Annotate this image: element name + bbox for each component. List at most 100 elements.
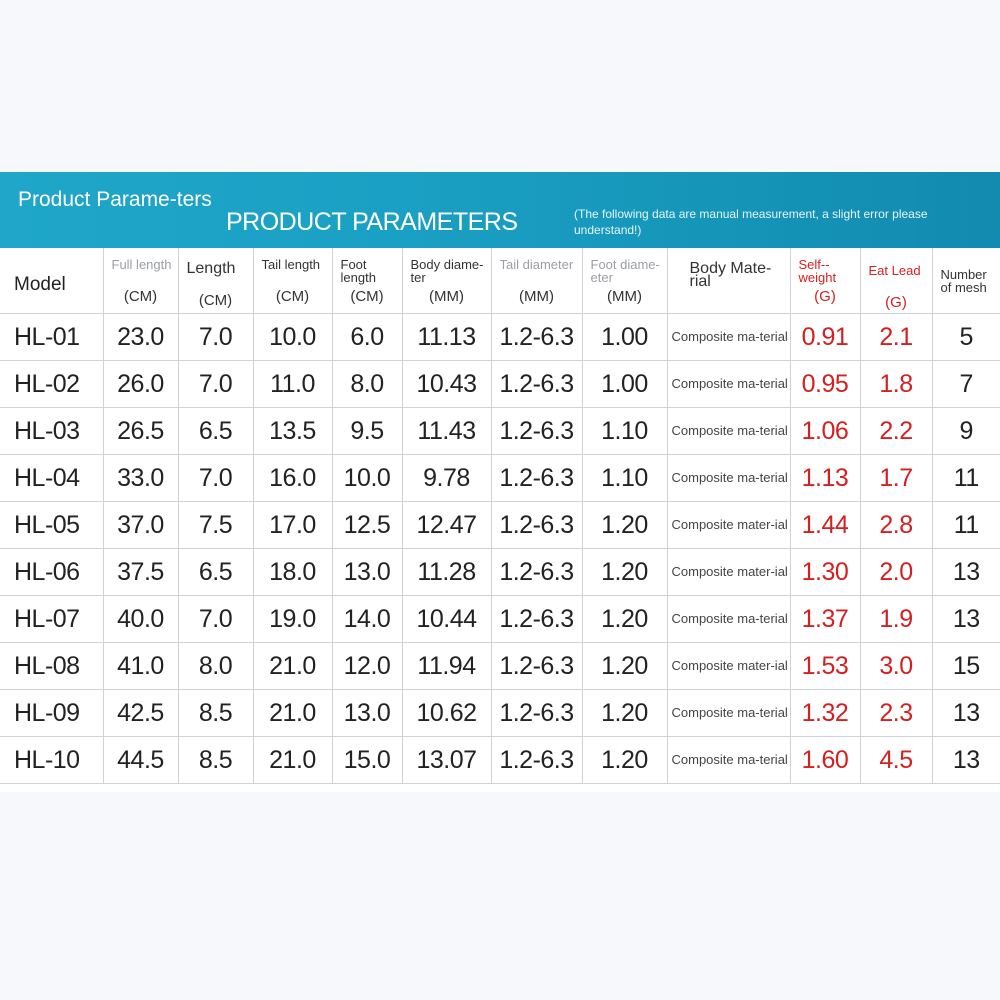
cell-foot: 13.0 (332, 548, 403, 596)
cell-body-d: 10.43 (402, 360, 492, 408)
cell-tail: 11.0 (253, 360, 333, 408)
cell-tail: 21.0 (253, 642, 333, 690)
cell-model: HL-04 (0, 454, 104, 502)
cell-weight: 1.06 (790, 407, 861, 455)
cell-foot-d: 1.10 (582, 407, 668, 455)
cell-foot-d: 1.20 (582, 501, 668, 549)
cell-tail-d: 1.2-6.3 (491, 407, 583, 455)
cell-weight: 0.95 (790, 360, 861, 408)
cell-length: 7.0 (178, 360, 254, 408)
cell-material: Composite ma-terial (667, 689, 791, 737)
header-tail-length: Tail length (CM) (253, 248, 333, 314)
cell-length: 7.0 (178, 313, 254, 361)
table-row: HL-03 26.5 6.5 13.5 9.5 11.43 1.2-6.3 1.10 Compo… (0, 407, 1000, 455)
cell-model: HL-08 (0, 642, 104, 690)
cell-mesh: 13 (932, 595, 1000, 643)
cell-foot-d: 1.20 (582, 595, 668, 643)
cell-foot: 6.0 (332, 313, 403, 361)
table-row: HL-05 37.0 7.5 17.0 12.5 12.47 1.2-6.3 1.20 Comp… (0, 501, 1000, 549)
cell-weight: 1.44 (790, 501, 861, 549)
header-length: Length (CM) (178, 248, 254, 314)
cell-weight: 1.37 (790, 595, 861, 643)
cell-body-d: 10.44 (402, 595, 492, 643)
cell-foot: 12.0 (332, 642, 403, 690)
banner-note: (The following data are manual measureme… (574, 207, 928, 237)
cell-body-d: 10.62 (402, 689, 492, 737)
cell-foot: 13.0 (332, 689, 403, 737)
cell-material: Composite mater-ial (667, 642, 791, 690)
cell-foot-d: 1.20 (582, 736, 668, 784)
cell-length: 7.5 (178, 501, 254, 549)
cell-weight: 1.60 (790, 736, 861, 784)
cell-material: Composite ma-terial (667, 454, 791, 502)
header-full-length: Full length (CM) (103, 248, 179, 314)
cell-model: HL-06 (0, 548, 104, 596)
cell-model: HL-10 (0, 736, 104, 784)
cell-foot-d: 1.10 (582, 454, 668, 502)
cell-tail: 16.0 (253, 454, 333, 502)
cell-material: Composite ma-terial (667, 595, 791, 643)
cell-mesh: 11 (932, 454, 1000, 502)
cell-foot-d: 1.00 (582, 313, 668, 361)
cell-full: 41.0 (103, 642, 179, 690)
header-self-weight: Self--weight (G) (790, 248, 861, 314)
cell-model: HL-07 (0, 595, 104, 643)
cell-foot-d: 1.20 (582, 548, 668, 596)
cell-model: HL-03 (0, 407, 104, 455)
cell-lead: 1.9 (860, 595, 933, 643)
cell-model: HL-02 (0, 360, 104, 408)
cell-body-d: 11.28 (402, 548, 492, 596)
cell-body-d: 11.94 (402, 642, 492, 690)
cell-mesh: 11 (932, 501, 1000, 549)
header-eat-lead: Eat Lead (G) (860, 248, 933, 314)
cell-full: 42.5 (103, 689, 179, 737)
cell-weight: 1.53 (790, 642, 861, 690)
cell-weight: 1.32 (790, 689, 861, 737)
cell-lead: 1.8 (860, 360, 933, 408)
cell-weight: 1.30 (790, 548, 861, 596)
cell-mesh: 15 (932, 642, 1000, 690)
cell-full: 33.0 (103, 454, 179, 502)
cell-body-d: 12.47 (402, 501, 492, 549)
cell-mesh: 5 (932, 313, 1000, 361)
header-banner: Product Parame-ters PRODUCT PARAMETERS (… (0, 172, 1000, 248)
cell-length: 6.5 (178, 407, 254, 455)
cell-tail-d: 1.2-6.3 (491, 501, 583, 549)
cell-mesh: 13 (932, 736, 1000, 784)
table-row: HL-02 26.0 7.0 11.0 8.0 10.43 1.2-6.3 1.00 Compo… (0, 360, 1000, 408)
header-foot-length: Foot length (CM) (332, 248, 403, 314)
table-row: HL-07 40.0 7.0 19.0 14.0 10.44 1.2-6.3 1.20 Comp… (0, 595, 1000, 643)
header-body-diameter: Body diame-ter (MM) (402, 248, 492, 314)
table-row: HL-01 23.0 7.0 10.0 6.0 11.13 1.2-6.3 1.00 Compo… (0, 313, 1000, 361)
cell-tail-d: 1.2-6.3 (491, 360, 583, 408)
cell-tail-d: 1.2-6.3 (491, 313, 583, 361)
cell-tail: 19.0 (253, 595, 333, 643)
cell-material: Composite mater-ial (667, 548, 791, 596)
banner-left-title: Product Parame-ters (18, 188, 212, 211)
cell-foot: 12.5 (332, 501, 403, 549)
cell-full: 23.0 (103, 313, 179, 361)
cell-tail: 10.0 (253, 313, 333, 361)
cell-tail: 18.0 (253, 548, 333, 596)
cell-mesh: 7 (932, 360, 1000, 408)
header-tail-diameter: Tail diameter (MM) (491, 248, 583, 314)
cell-length: 6.5 (178, 548, 254, 596)
cell-tail: 17.0 (253, 501, 333, 549)
cell-full: 40.0 (103, 595, 179, 643)
cell-material: Composite ma-terial (667, 407, 791, 455)
cell-lead: 2.0 (860, 548, 933, 596)
cell-model: HL-09 (0, 689, 104, 737)
cell-tail-d: 1.2-6.3 (491, 595, 583, 643)
table-row: HL-10 44.5 8.5 21.0 15.0 13.07 1.2-6.3 1.20 Comp… (0, 736, 1000, 784)
cell-tail-d: 1.2-6.3 (491, 736, 583, 784)
cell-length: 7.0 (178, 595, 254, 643)
cell-material: Composite ma-terial (667, 736, 791, 784)
cell-lead: 4.5 (860, 736, 933, 784)
header-body-material: Body Mate-rial (667, 248, 791, 314)
cell-tail-d: 1.2-6.3 (491, 454, 583, 502)
cell-weight: 1.13 (790, 454, 861, 502)
cell-body-d: 11.13 (402, 313, 492, 361)
cell-full: 26.0 (103, 360, 179, 408)
cell-material: Composite ma-terial (667, 360, 791, 408)
cell-mesh: 13 (932, 689, 1000, 737)
